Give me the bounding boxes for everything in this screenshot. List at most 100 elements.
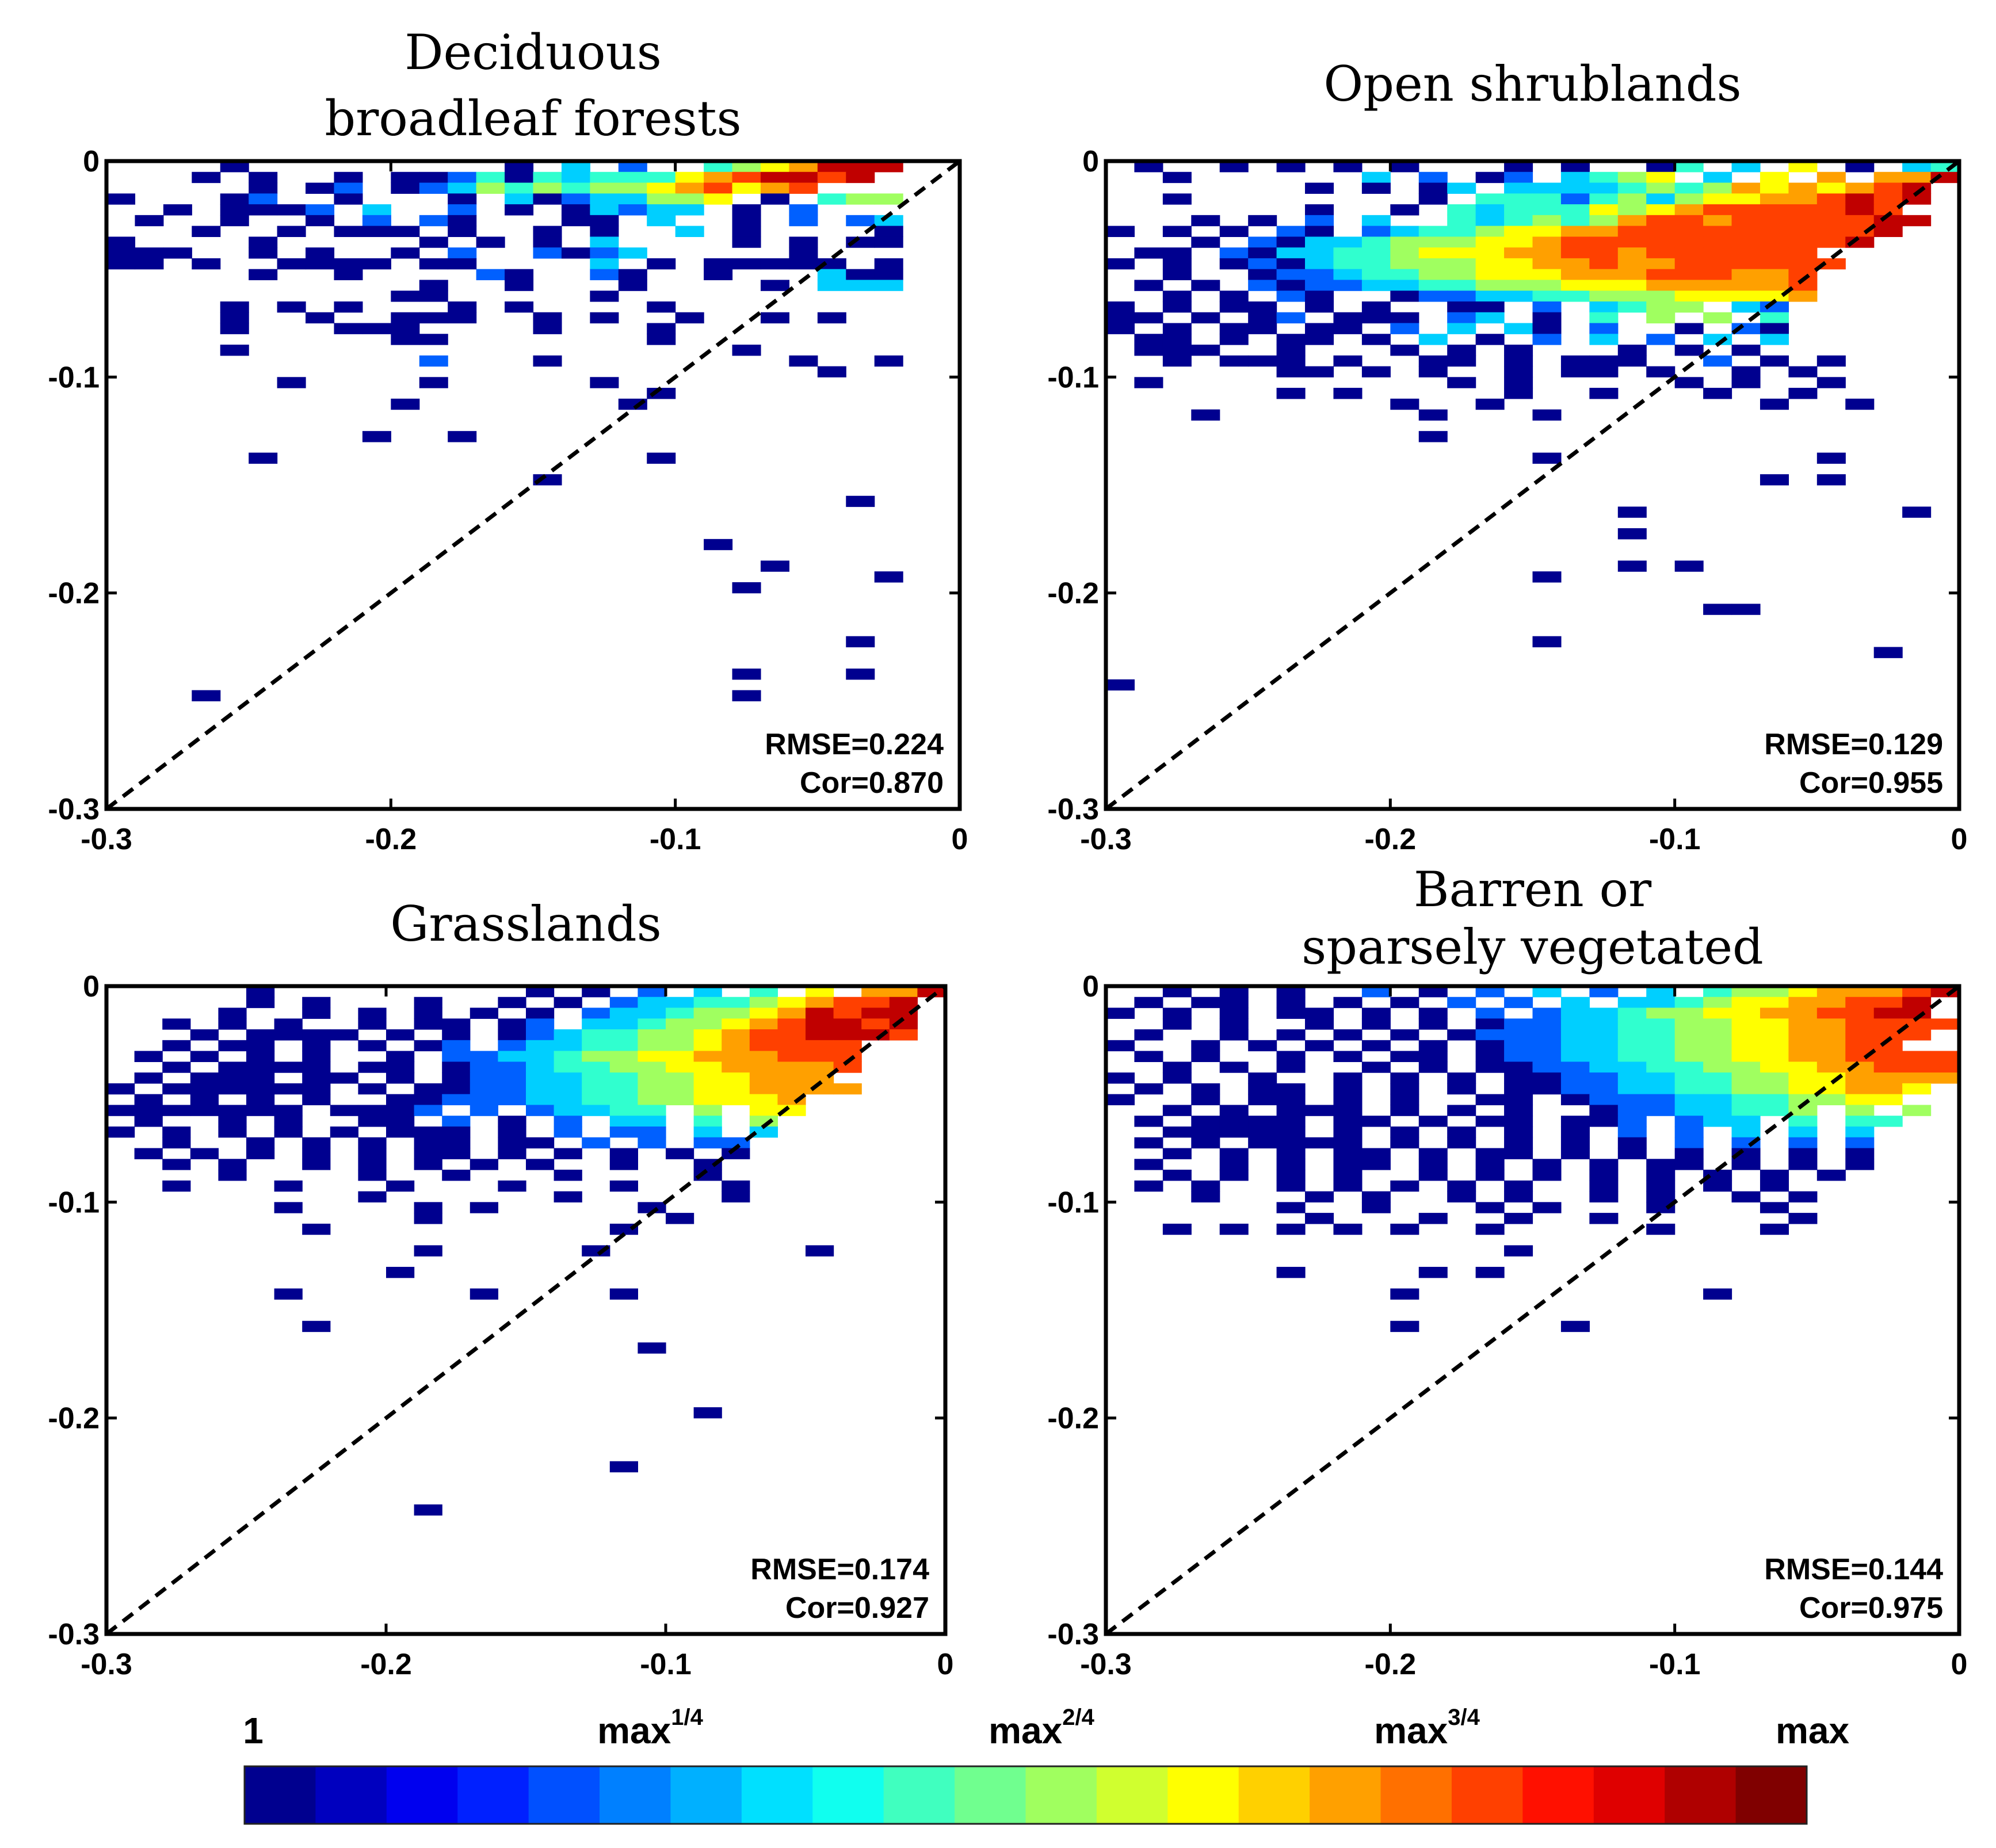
heatmap-cell bbox=[1532, 1029, 1562, 1041]
colorbar-segment bbox=[883, 1766, 955, 1824]
heatmap-cell bbox=[386, 1180, 415, 1192]
heatmap-cell bbox=[498, 1029, 526, 1041]
heatmap-cell bbox=[1816, 355, 1846, 367]
colorbar-label-exponent: 1/4 bbox=[671, 1705, 703, 1730]
rmse-label: RMSE=0.224 bbox=[765, 728, 944, 761]
heatmap-cell bbox=[609, 1288, 638, 1300]
heatmap-cell bbox=[334, 182, 363, 194]
heatmap-cell bbox=[749, 1018, 778, 1030]
heatmap-cell bbox=[1902, 1072, 1932, 1084]
heatmap-cell bbox=[414, 1018, 442, 1030]
heatmap-cell bbox=[1617, 1105, 1647, 1116]
heatmap-cell bbox=[1162, 1062, 1192, 1073]
heatmap-cell bbox=[1532, 247, 1562, 259]
heatmap-cell bbox=[1589, 182, 1619, 194]
heatmap-cell bbox=[1674, 1029, 1704, 1041]
heatmap-cell bbox=[582, 1029, 610, 1041]
heatmap-cell bbox=[1447, 1105, 1476, 1116]
heatmap-cell bbox=[1162, 1223, 1192, 1235]
heatmap-cell bbox=[1845, 161, 1875, 173]
heatmap-cell bbox=[1760, 301, 1789, 313]
heatmap-cell bbox=[1248, 301, 1277, 313]
heatmap-cell bbox=[1106, 323, 1135, 334]
heatmap-cell bbox=[246, 986, 275, 998]
heatmap-cell bbox=[1333, 1223, 1363, 1235]
heatmap-cell bbox=[1333, 1137, 1363, 1149]
heatmap-cell bbox=[590, 236, 619, 248]
heatmap-cell bbox=[1276, 1180, 1306, 1192]
heatmap-cell bbox=[618, 280, 647, 291]
heatmap-cell bbox=[732, 345, 761, 356]
heatmap-cell bbox=[1560, 247, 1590, 259]
heatmap-cell bbox=[693, 1007, 722, 1019]
heatmap-cell bbox=[1703, 1180, 1732, 1192]
heatmap-cell bbox=[1390, 1072, 1419, 1084]
heatmap-cell bbox=[1589, 1191, 1619, 1202]
heatmap-cell bbox=[1845, 182, 1875, 194]
colorbar-segment bbox=[315, 1766, 387, 1824]
heatmap-cell bbox=[1447, 204, 1476, 216]
heatmap-cell bbox=[789, 258, 818, 270]
heatmap-cell bbox=[1447, 182, 1476, 194]
heatmap-cell bbox=[1504, 377, 1533, 388]
heatmap-cell bbox=[777, 1018, 806, 1030]
heatmap-cell bbox=[1560, 1116, 1590, 1127]
heatmap-cell bbox=[1674, 560, 1704, 572]
heatmap-cell bbox=[249, 182, 278, 194]
colorbar-segment bbox=[1451, 1766, 1523, 1824]
heatmap-cell bbox=[1418, 258, 1448, 270]
heatmap-cell bbox=[358, 1040, 387, 1052]
heatmap-cell bbox=[274, 1288, 303, 1300]
heatmap-cell bbox=[806, 1245, 834, 1257]
heatmap-cell bbox=[448, 182, 477, 194]
heatmap-cell bbox=[777, 1072, 806, 1084]
heatmap-cell bbox=[609, 1159, 638, 1170]
heatmap-cell bbox=[1560, 1007, 1590, 1019]
heatmap-cell bbox=[533, 247, 562, 259]
heatmap-cell bbox=[1646, 1062, 1676, 1073]
heatmap-cell bbox=[419, 258, 448, 270]
heatmap-cell bbox=[582, 986, 610, 998]
heatmap-cell bbox=[1731, 1007, 1761, 1019]
heatmap-cell bbox=[1845, 1029, 1875, 1041]
heatmap-cell bbox=[1162, 1018, 1192, 1030]
colorbar-segment bbox=[1310, 1766, 1381, 1824]
heatmap-cell bbox=[1361, 1148, 1391, 1159]
heatmap-cell bbox=[1589, 269, 1619, 281]
heatmap-cell bbox=[1816, 1018, 1846, 1030]
heatmap-cell bbox=[1219, 323, 1249, 334]
heatmap-cell bbox=[1276, 1170, 1306, 1181]
heatmap-cell bbox=[554, 1116, 582, 1127]
heatmap-cell bbox=[190, 1105, 219, 1116]
heatmap-cell bbox=[722, 1072, 750, 1084]
heatmap-cell bbox=[817, 366, 846, 377]
heatmap-cell bbox=[693, 1094, 722, 1106]
heatmap-cell bbox=[1674, 258, 1704, 270]
heatmap-cell bbox=[638, 1062, 666, 1073]
heatmap-cell bbox=[590, 226, 619, 237]
heatmap-cell bbox=[609, 1126, 638, 1138]
heatmap-cell bbox=[1873, 1029, 1903, 1041]
heatmap-cell bbox=[1560, 1062, 1590, 1073]
heatmap-cell bbox=[1219, 334, 1249, 345]
heatmap-cell bbox=[1560, 1083, 1590, 1095]
heatmap-cell bbox=[1248, 1126, 1277, 1138]
heatmap-cell bbox=[190, 1148, 219, 1159]
heatmap-cell bbox=[1674, 1072, 1704, 1084]
heatmap-cell bbox=[1788, 1148, 1818, 1159]
heatmap-cell bbox=[1760, 334, 1789, 345]
y-tick-label: -0.1 bbox=[1047, 361, 1099, 394]
heatmap-cell bbox=[1617, 204, 1647, 216]
heatmap-cell bbox=[1504, 1191, 1533, 1202]
heatmap-cell bbox=[334, 258, 363, 270]
heatmap-cell bbox=[618, 269, 647, 281]
one-to-one-line bbox=[105, 159, 961, 811]
heatmap-cell bbox=[817, 280, 846, 291]
heatmap-cell bbox=[1162, 1072, 1192, 1084]
heatmap-cell bbox=[1646, 280, 1676, 291]
heatmap-cell bbox=[1390, 1288, 1419, 1300]
heatmap-cell bbox=[1731, 986, 1761, 998]
heatmap-cell bbox=[135, 258, 164, 270]
heatmap-cell bbox=[1390, 1223, 1419, 1235]
heatmap-cell bbox=[1589, 1159, 1619, 1170]
